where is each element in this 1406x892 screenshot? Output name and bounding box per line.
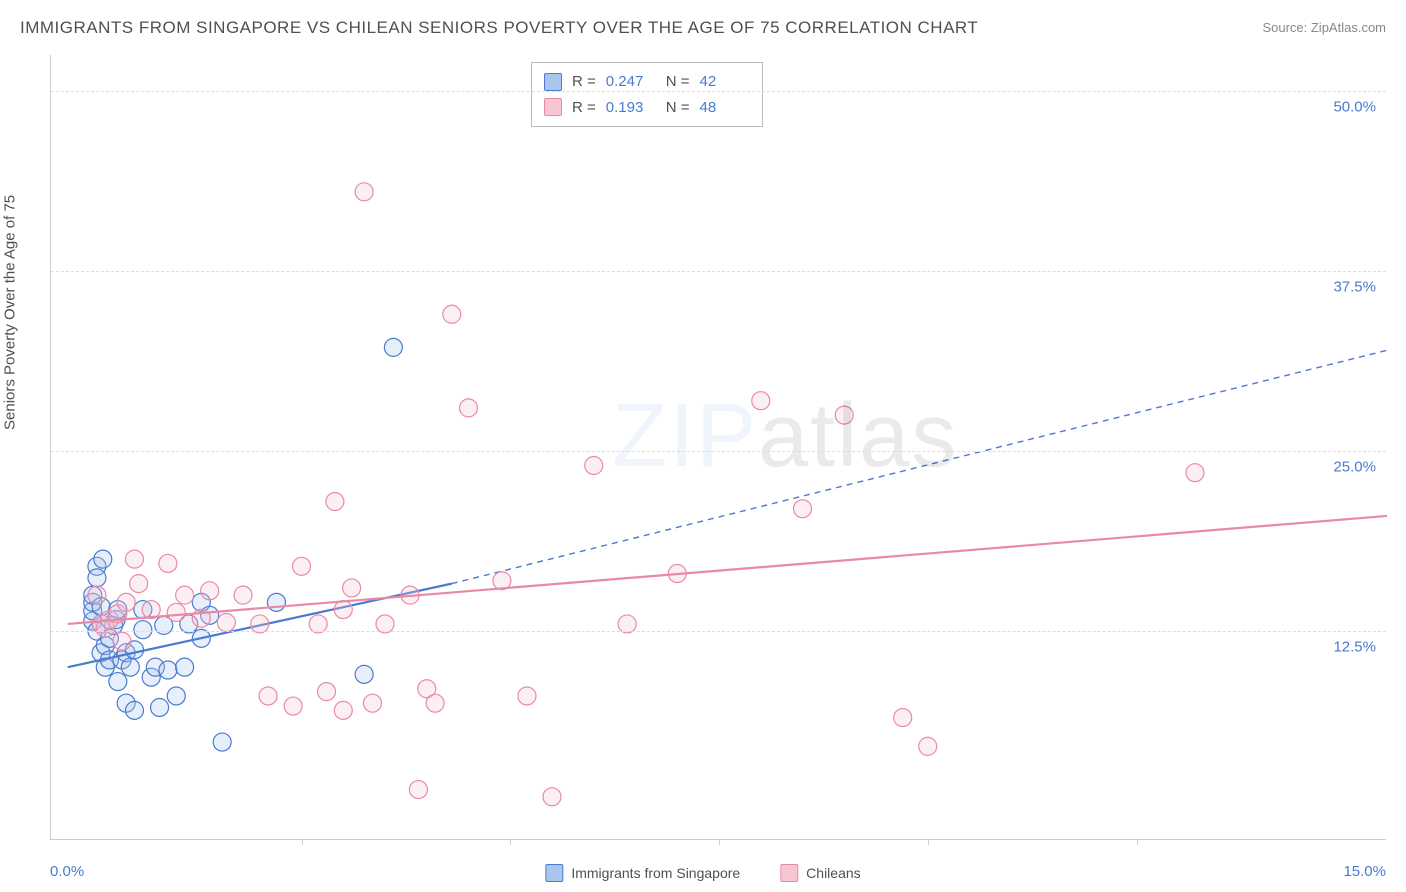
scatter-point-singapore: [109, 673, 127, 691]
x-axis-min-label: 0.0%: [50, 863, 84, 880]
series-legend: Immigrants from Singapore Chileans: [545, 864, 860, 882]
y-tick-label: 12.5%: [1333, 639, 1376, 656]
source-label: Source: ZipAtlas.com: [1262, 20, 1386, 35]
scatter-point-singapore: [213, 733, 231, 751]
scatter-point-chileans: [752, 392, 770, 410]
correlation-legend: R =0.247N =42R =0.193N =48: [531, 62, 763, 127]
gridline: [51, 91, 1386, 92]
scatter-point-chileans: [460, 399, 478, 417]
x-tick: [302, 839, 303, 845]
scatter-point-singapore: [176, 658, 194, 676]
scatter-point-singapore: [267, 593, 285, 611]
legend-swatch: [544, 98, 562, 116]
scatter-point-chileans: [126, 550, 144, 568]
scatter-point-chileans: [326, 493, 344, 511]
scatter-point-chileans: [130, 575, 148, 593]
scatter-point-singapore: [151, 698, 169, 716]
scatter-point-chileans: [88, 586, 106, 604]
x-tick: [1137, 839, 1138, 845]
scatter-point-chileans: [355, 183, 373, 201]
chart-header: IMMIGRANTS FROM SINGAPORE VS CHILEAN SEN…: [20, 18, 1386, 38]
scatter-point-chileans: [117, 593, 135, 611]
legend-swatch: [545, 864, 563, 882]
x-tick: [719, 839, 720, 845]
legend-label: Chileans: [806, 865, 860, 881]
scatter-point-chileans: [426, 694, 444, 712]
scatter-point-chileans: [443, 305, 461, 323]
x-tick: [928, 839, 929, 845]
scatter-point-chileans: [293, 557, 311, 575]
scatter-point-chileans: [234, 586, 252, 604]
scatter-point-singapore: [121, 658, 139, 676]
chart-svg: [51, 55, 1386, 839]
scatter-point-chileans: [113, 632, 131, 650]
scatter-point-singapore: [167, 687, 185, 705]
scatter-point-chileans: [334, 701, 352, 719]
scatter-point-chileans: [318, 683, 336, 701]
gridline: [51, 631, 1386, 632]
x-axis-max-label: 15.0%: [1343, 863, 1386, 880]
n-value: 48: [700, 95, 750, 121]
scatter-point-chileans: [159, 554, 177, 572]
scatter-point-singapore: [384, 338, 402, 356]
scatter-point-chileans: [835, 406, 853, 424]
scatter-point-chileans: [518, 687, 536, 705]
gridline: [51, 451, 1386, 452]
scatter-point-chileans: [343, 579, 361, 597]
scatter-point-chileans: [201, 582, 219, 600]
scatter-point-singapore: [126, 701, 144, 719]
scatter-point-singapore: [94, 550, 112, 568]
y-axis-label: Seniors Poverty Over the Age of 75: [2, 195, 19, 430]
legend-item-singapore: Immigrants from Singapore: [545, 864, 740, 882]
legend-swatch: [544, 73, 562, 91]
scatter-point-chileans: [167, 603, 185, 621]
scatter-point-chileans: [894, 709, 912, 727]
scatter-point-singapore: [88, 569, 106, 587]
x-tick: [510, 839, 511, 845]
scatter-point-chileans: [334, 601, 352, 619]
scatter-point-singapore: [134, 621, 152, 639]
scatter-point-chileans: [794, 500, 812, 518]
gridline: [51, 271, 1386, 272]
r-label: R =: [572, 95, 596, 121]
legend-swatch: [780, 864, 798, 882]
scatter-point-chileans: [259, 687, 277, 705]
scatter-point-chileans: [176, 586, 194, 604]
y-tick-label: 50.0%: [1333, 99, 1376, 116]
scatter-point-chileans: [1186, 464, 1204, 482]
scatter-point-singapore: [159, 661, 177, 679]
n-label: N =: [666, 95, 690, 121]
scatter-point-chileans: [363, 694, 381, 712]
correlation-row-chileans: R = 0.193 N = 48: [544, 95, 750, 121]
chart-title: IMMIGRANTS FROM SINGAPORE VS CHILEAN SEN…: [20, 18, 978, 38]
r-value: 0.193: [606, 95, 656, 121]
plot-area: ZIPatlas R =0.247N =42R =0.193N =48 12.5…: [50, 55, 1386, 840]
scatter-point-chileans: [585, 457, 603, 475]
y-tick-label: 25.0%: [1333, 459, 1376, 476]
scatter-point-chileans: [217, 614, 235, 632]
trend-line-chileans: [68, 516, 1387, 624]
scatter-point-chileans: [543, 788, 561, 806]
y-tick-label: 37.5%: [1333, 279, 1376, 296]
scatter-point-singapore: [355, 665, 373, 683]
scatter-point-chileans: [284, 697, 302, 715]
legend-item-chileans: Chileans: [780, 864, 860, 882]
scatter-point-chileans: [919, 737, 937, 755]
legend-label: Immigrants from Singapore: [571, 865, 740, 881]
scatter-point-chileans: [409, 781, 427, 799]
